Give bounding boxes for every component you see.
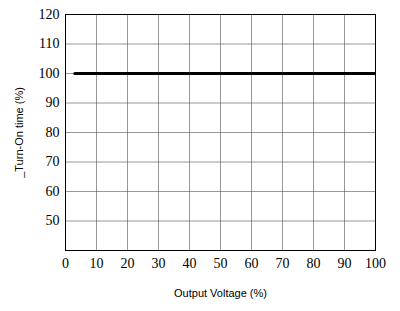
svg-text:20: 20 — [121, 256, 135, 271]
svg-text:120: 120 — [39, 7, 60, 22]
svg-text:70: 70 — [276, 256, 290, 271]
svg-text:80: 80 — [46, 125, 60, 140]
svg-text:110: 110 — [39, 36, 59, 51]
svg-text:50: 50 — [214, 256, 228, 271]
svg-text:90: 90 — [46, 95, 60, 110]
svg-text:80: 80 — [307, 256, 321, 271]
svg-text:70: 70 — [46, 154, 60, 169]
svg-text:60: 60 — [245, 256, 259, 271]
svg-text:60: 60 — [46, 184, 60, 199]
svg-text:30: 30 — [152, 256, 166, 271]
svg-text:50: 50 — [46, 213, 60, 228]
svg-text:10: 10 — [90, 256, 104, 271]
svg-text:Output Voltage (%): Output Voltage (%) — [174, 287, 267, 299]
svg-text:90: 90 — [338, 256, 352, 271]
svg-text:100: 100 — [39, 66, 60, 81]
svg-text:100: 100 — [365, 256, 386, 271]
svg-text:40: 40 — [183, 256, 197, 271]
svg-text:0: 0 — [62, 256, 69, 271]
svg-text:_Turn-On time (%): _Turn-On time (%) — [13, 87, 25, 179]
